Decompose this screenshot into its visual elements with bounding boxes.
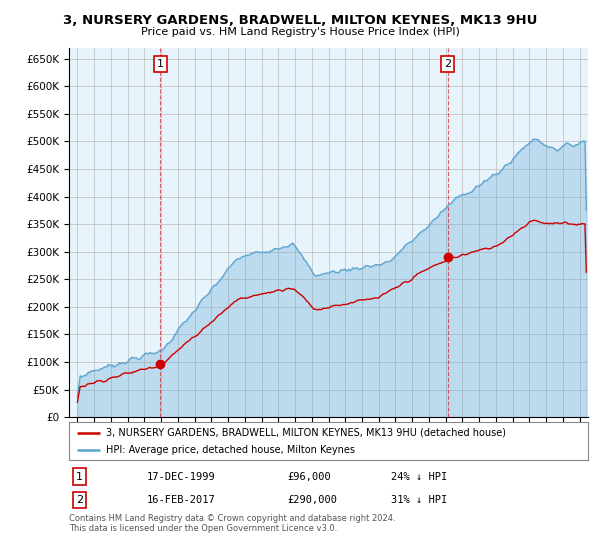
Text: Contains HM Land Registry data © Crown copyright and database right 2024.
This d: Contains HM Land Registry data © Crown c… — [69, 514, 395, 534]
Text: 24% ↓ HPI: 24% ↓ HPI — [391, 472, 447, 482]
Text: 16-FEB-2017: 16-FEB-2017 — [147, 495, 215, 505]
Text: 31% ↓ HPI: 31% ↓ HPI — [391, 495, 447, 505]
Text: 3, NURSERY GARDENS, BRADWELL, MILTON KEYNES, MK13 9HU: 3, NURSERY GARDENS, BRADWELL, MILTON KEY… — [63, 14, 537, 27]
Text: 2: 2 — [76, 495, 83, 505]
Text: 2: 2 — [444, 59, 451, 69]
Text: 17-DEC-1999: 17-DEC-1999 — [147, 472, 215, 482]
Text: 1: 1 — [157, 59, 164, 69]
Text: 1: 1 — [76, 472, 83, 482]
Text: Price paid vs. HM Land Registry's House Price Index (HPI): Price paid vs. HM Land Registry's House … — [140, 27, 460, 37]
Text: HPI: Average price, detached house, Milton Keynes: HPI: Average price, detached house, Milt… — [106, 445, 355, 455]
Text: £290,000: £290,000 — [287, 495, 337, 505]
Text: 3, NURSERY GARDENS, BRADWELL, MILTON KEYNES, MK13 9HU (detached house): 3, NURSERY GARDENS, BRADWELL, MILTON KEY… — [106, 427, 506, 437]
Text: £96,000: £96,000 — [287, 472, 331, 482]
